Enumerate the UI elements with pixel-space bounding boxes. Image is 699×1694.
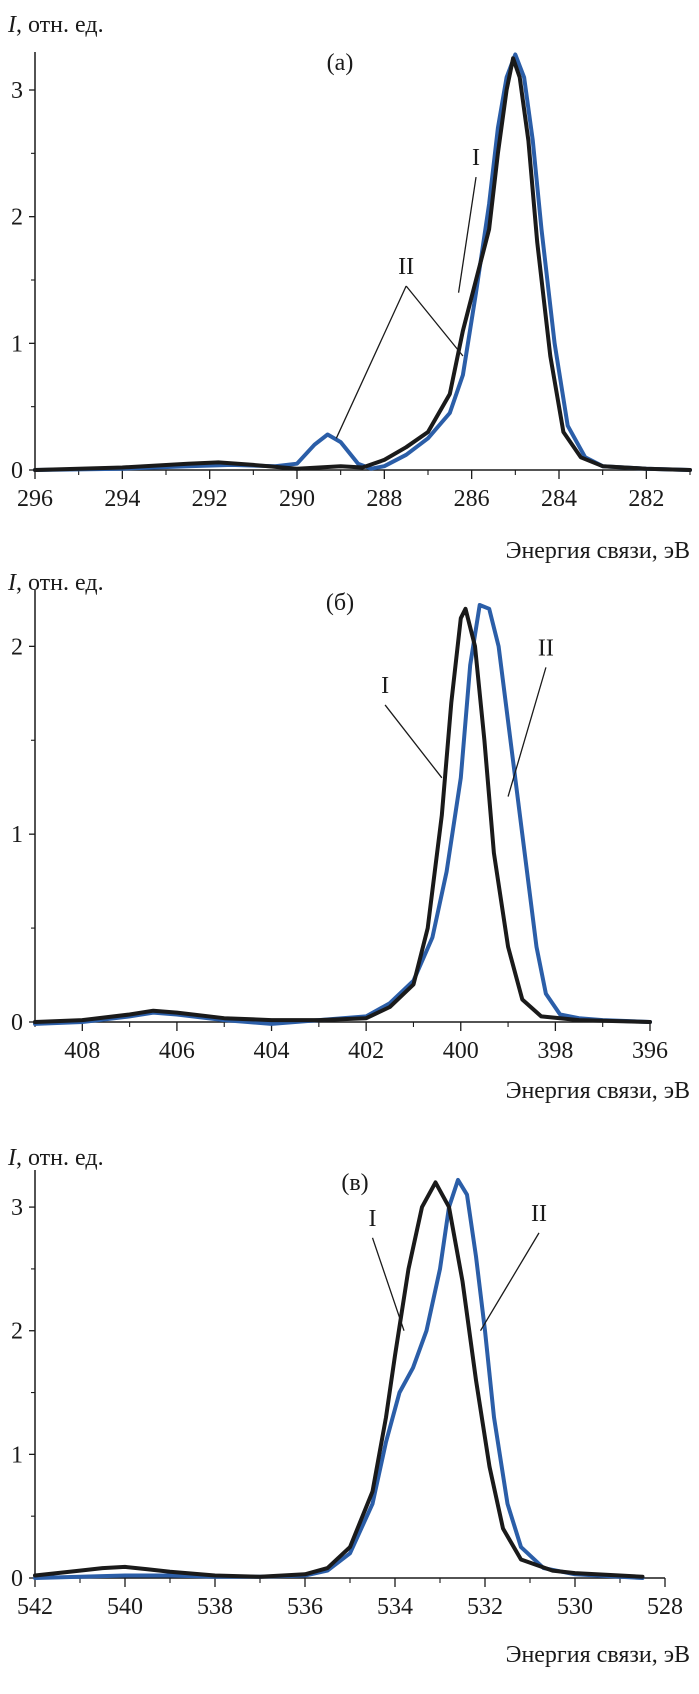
panel-label: (б) <box>326 590 354 616</box>
x-tick-label: 406 <box>159 1038 195 1064</box>
x-tick-label: 282 <box>628 486 664 512</box>
y-tick-label: 2 <box>11 634 23 660</box>
y-tick-label: 2 <box>11 1319 23 1345</box>
y-axis-label-symbol: I <box>7 570 17 596</box>
annotation-leader-line <box>457 176 477 293</box>
annotation-leader-line <box>335 285 407 439</box>
y-tick-label: 0 <box>11 458 23 484</box>
x-axis-label: Энергия связи, эВ <box>506 1642 690 1668</box>
x-tick-label: 290 <box>279 486 315 512</box>
x-tick-label: 398 <box>537 1038 573 1064</box>
x-tick-label: 396 <box>632 1038 668 1064</box>
x-tick-label: 542 <box>17 1594 53 1620</box>
x-tick-label: 294 <box>104 486 140 512</box>
x-tick-label: 408 <box>64 1038 100 1064</box>
y-axis-label: I, отн. ед. <box>7 1145 104 1171</box>
series-II-line <box>33 1177 645 1580</box>
x-tick-label: 540 <box>107 1594 143 1620</box>
series-I-line <box>33 56 692 472</box>
y-axis-label: I, отн. ед. <box>7 12 104 38</box>
x-axis-label: Энергия связи, эВ <box>506 1078 690 1104</box>
x-tick-label: 402 <box>348 1038 384 1064</box>
series-annotation-label: II <box>398 254 414 280</box>
y-tick-label: 1 <box>11 331 23 357</box>
y-axis-label-symbol: I <box>7 12 17 38</box>
x-tick-label: 286 <box>454 486 490 512</box>
y-tick-label: 0 <box>11 1566 23 1592</box>
y-tick-label: 3 <box>11 78 23 104</box>
annotation-leader-line <box>384 704 443 779</box>
y-tick-label: 0 <box>11 1010 23 1036</box>
x-tick-label: 538 <box>197 1594 233 1620</box>
y-axis-label-units: , отн. ед. <box>16 12 104 38</box>
x-tick-label: 292 <box>192 486 228 512</box>
annotation-leader-line <box>371 1237 405 1331</box>
x-tick-label: 528 <box>647 1594 683 1620</box>
annotation-leader-line <box>479 1232 540 1332</box>
x-tick-label: 288 <box>366 486 402 512</box>
x-tick-label: 296 <box>17 486 53 512</box>
y-axis-label-units: , отн. ед. <box>16 570 104 596</box>
x-tick-label: 532 <box>467 1594 503 1620</box>
x-tick-label: 530 <box>557 1594 593 1620</box>
annotation-leader-line <box>405 285 464 357</box>
series-annotation-label: I <box>369 1206 377 1232</box>
x-tick-label: 536 <box>287 1594 323 1620</box>
x-tick-label: 404 <box>254 1038 290 1064</box>
x-axis-label: Энергия связи, эВ <box>506 538 690 564</box>
y-tick-label: 1 <box>11 1442 23 1468</box>
panel-label: (a) <box>327 50 354 76</box>
x-tick-label: 284 <box>541 486 577 512</box>
series-annotation-label: II <box>531 1201 547 1227</box>
series-annotation-label: I <box>472 145 480 171</box>
series-I-line <box>33 1180 645 1579</box>
x-tick-label: 534 <box>377 1594 413 1620</box>
y-axis-label-units: , отн. ед. <box>16 1145 104 1171</box>
y-axis-label-symbol: I <box>7 1145 17 1171</box>
panel-label: (в) <box>341 1170 368 1196</box>
series-annotation-label: II <box>538 635 554 661</box>
series-II-line <box>33 603 652 1026</box>
y-axis-label: I, отн. ед. <box>7 570 104 596</box>
series-II-line <box>33 52 692 472</box>
y-tick-label: 2 <box>11 205 23 231</box>
series-I-line <box>33 606 652 1024</box>
annotation-leader-line <box>507 667 547 797</box>
y-tick-label: 1 <box>11 822 23 848</box>
x-tick-label: 400 <box>443 1038 479 1064</box>
series-annotation-label: I <box>381 673 389 699</box>
y-tick-label: 3 <box>11 1195 23 1221</box>
